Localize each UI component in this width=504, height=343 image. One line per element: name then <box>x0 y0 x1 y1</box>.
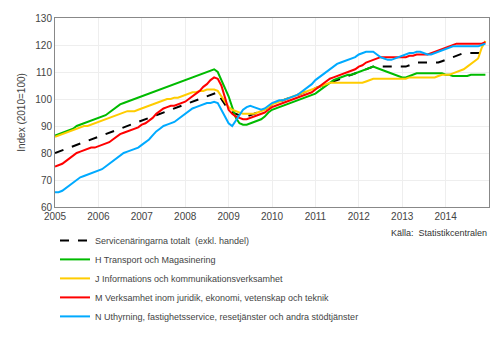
svg-text:Källa: Statistikcentralen: Källa: Statistikcentralen <box>391 228 487 238</box>
svg-text:N Uthyrning, fastighetsservice: N Uthyrning, fastighetsservice, resetjän… <box>95 312 358 322</box>
svg-text:2005: 2005 <box>44 211 67 222</box>
svg-text:100: 100 <box>35 94 52 105</box>
svg-text:Index (2010=100): Index (2010=100) <box>16 73 27 152</box>
svg-text:M Verksamhet inom juridik, eko: M Verksamhet inom juridik, ekonomi, vete… <box>95 293 329 303</box>
svg-text:2014: 2014 <box>434 211 457 222</box>
svg-text:H Transport och Magasinering: H Transport och Magasinering <box>95 255 216 265</box>
svg-text:2012: 2012 <box>348 211 371 222</box>
svg-text:90: 90 <box>41 121 53 132</box>
svg-text:2007: 2007 <box>131 211 154 222</box>
svg-text:2010: 2010 <box>261 211 284 222</box>
svg-text:110: 110 <box>36 67 52 78</box>
svg-text:2006: 2006 <box>87 211 110 222</box>
svg-text:2009: 2009 <box>217 211 240 222</box>
svg-text:70: 70 <box>41 175 53 186</box>
svg-text:2011: 2011 <box>305 211 327 222</box>
svg-text:80: 80 <box>41 148 53 159</box>
svg-text:Servicenäringarna totalt (exk: Servicenäringarna totalt (exkl. handel) <box>95 236 249 246</box>
svg-text:2013: 2013 <box>391 211 414 222</box>
svg-text:J Informations och kommunikati: J Informations och kommunikationsverksam… <box>95 274 283 284</box>
svg-text:60: 60 <box>41 202 53 213</box>
svg-text:120: 120 <box>35 40 52 51</box>
svg-text:2008: 2008 <box>174 211 197 222</box>
svg-text:130: 130 <box>35 13 52 24</box>
